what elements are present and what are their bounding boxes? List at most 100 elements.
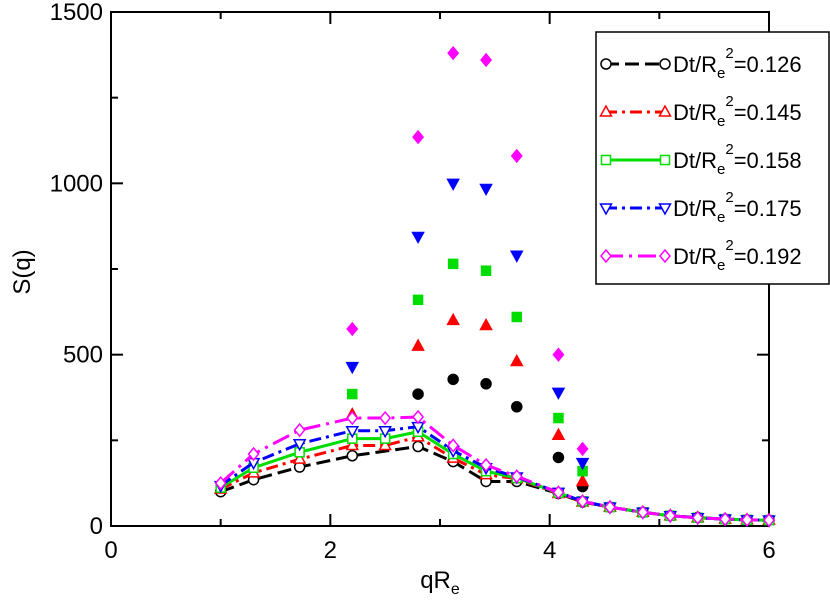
line-point-marker — [345, 425, 360, 439]
scatter-point-marker — [510, 148, 523, 164]
scatter-point-marker — [446, 312, 460, 326]
scatter-point-marker — [447, 258, 459, 270]
scatter-point-marker — [447, 373, 459, 386]
scatter-point-marker — [552, 347, 565, 362]
x-axis-label-main: qR — [420, 567, 451, 594]
legend-label-pre: Dt/R — [673, 148, 717, 173]
scatter-point-marker — [411, 231, 425, 245]
legend-entry: Dt/Re2=0.145 — [599, 93, 802, 130]
legend-label-sup: 2 — [725, 45, 733, 62]
series-1 — [213, 312, 776, 525]
scatter-point-marker — [575, 473, 590, 487]
line-point-marker — [292, 451, 307, 464]
legend-marker-left — [600, 58, 612, 70]
legend-marker-right — [659, 58, 671, 70]
legend-label-sup: 2 — [725, 237, 733, 254]
line-point-marker — [664, 508, 677, 523]
line-point-marker — [378, 437, 392, 451]
x-tick-label: 2 — [324, 537, 337, 564]
y-tick-label: 1000 — [50, 170, 103, 197]
x-axis-label: qRe — [420, 567, 460, 598]
scatter-point-marker — [509, 250, 524, 263]
line-point-marker — [691, 510, 704, 525]
legend-label: Dt/Re2=0.126 — [673, 45, 802, 82]
legend-label: Dt/Re2=0.175 — [673, 189, 802, 226]
scatter-point-marker — [551, 387, 566, 400]
legend-label-pre: Dt/R — [673, 100, 717, 125]
line-point-marker — [412, 440, 424, 453]
scatter-point-marker — [412, 294, 424, 306]
scatter-point-marker — [551, 427, 566, 440]
line-point-marker — [447, 438, 460, 453]
legend-label-sup: 2 — [725, 141, 733, 158]
legend-label: Dt/Re2=0.145 — [673, 93, 802, 130]
legend-box — [595, 31, 830, 285]
scatter-point-marker — [479, 317, 493, 331]
legend-marker-right — [659, 248, 671, 264]
scatter-point-marker — [347, 388, 358, 400]
line-point-marker — [412, 409, 425, 425]
legend-label-post: =0.175 — [734, 196, 802, 221]
legend-marker-right — [658, 104, 672, 117]
legend-label-pre: Dt/R — [673, 52, 717, 77]
y-axis-label: S(q) — [9, 249, 36, 294]
legend-marker-right — [659, 154, 671, 166]
legend-label-post: =0.192 — [734, 244, 802, 269]
scatter-point-marker — [412, 388, 424, 400]
line-point-marker — [379, 410, 392, 426]
line-point-marker — [576, 494, 589, 509]
y-tick-label: 0 — [90, 513, 103, 540]
line-point-marker — [247, 446, 260, 462]
scatter-point-marker — [511, 311, 523, 323]
legend-marker-left — [600, 248, 612, 264]
legend-label: Dt/Re2=0.192 — [673, 237, 802, 274]
legend-label-pre: Dt/R — [673, 244, 717, 269]
line-point-marker — [719, 511, 732, 527]
legend-entry: Dt/Re2=0.126 — [600, 45, 802, 82]
legend-label-post: =0.158 — [734, 148, 802, 173]
line-point-marker — [378, 425, 392, 439]
line-point-marker — [293, 422, 306, 438]
scatter-point-marker — [480, 378, 492, 390]
series-line — [219, 415, 770, 522]
legend-label-sub: e — [717, 209, 725, 226]
line-point-marker — [214, 475, 227, 491]
legend-label-sup: 2 — [725, 189, 733, 206]
line-point-marker — [604, 499, 616, 515]
line-point-marker — [763, 513, 775, 528]
legend-entry: Dt/Re2=0.192 — [600, 237, 802, 274]
legend-label-pre: Dt/R — [673, 196, 717, 221]
legend-marker-right — [658, 203, 672, 216]
series-4 — [214, 45, 775, 528]
line-point-marker — [292, 439, 307, 452]
x-axis-label-sub: e — [451, 581, 460, 598]
legend-marker-left — [599, 203, 613, 216]
line-point-marker — [636, 505, 649, 520]
x-tick-label: 0 — [104, 537, 117, 564]
legend-entry: Dt/Re2=0.158 — [600, 141, 802, 178]
scatter-point-marker — [479, 183, 493, 197]
legend-label-sub: e — [717, 65, 725, 82]
legend-label: Dt/Re2=0.158 — [673, 141, 802, 178]
line-point-marker — [346, 450, 359, 462]
scatter-point-marker — [480, 265, 492, 276]
line-point-marker — [510, 469, 523, 484]
series-2 — [215, 258, 775, 526]
line-point-marker — [346, 410, 359, 426]
legend: Dt/Re2=0.126Dt/Re2=0.145Dt/Re2=0.158Dt/R… — [595, 31, 830, 285]
x-tick-label: 4 — [543, 537, 556, 564]
line-point-marker — [480, 457, 493, 473]
scatter-point-marker — [553, 412, 564, 424]
series-layer — [213, 45, 776, 528]
legend-label-sub: e — [717, 257, 725, 274]
scatter-point-marker — [575, 457, 590, 471]
y-tick-label: 1500 — [50, 0, 103, 26]
legend-label-sup: 2 — [725, 93, 733, 110]
legend-label-post: =0.126 — [734, 52, 802, 77]
scatter-point-marker — [345, 361, 360, 375]
scatter-point-marker — [411, 338, 425, 351]
scatter-point-marker — [480, 52, 493, 68]
scatter-point-marker — [447, 45, 460, 61]
